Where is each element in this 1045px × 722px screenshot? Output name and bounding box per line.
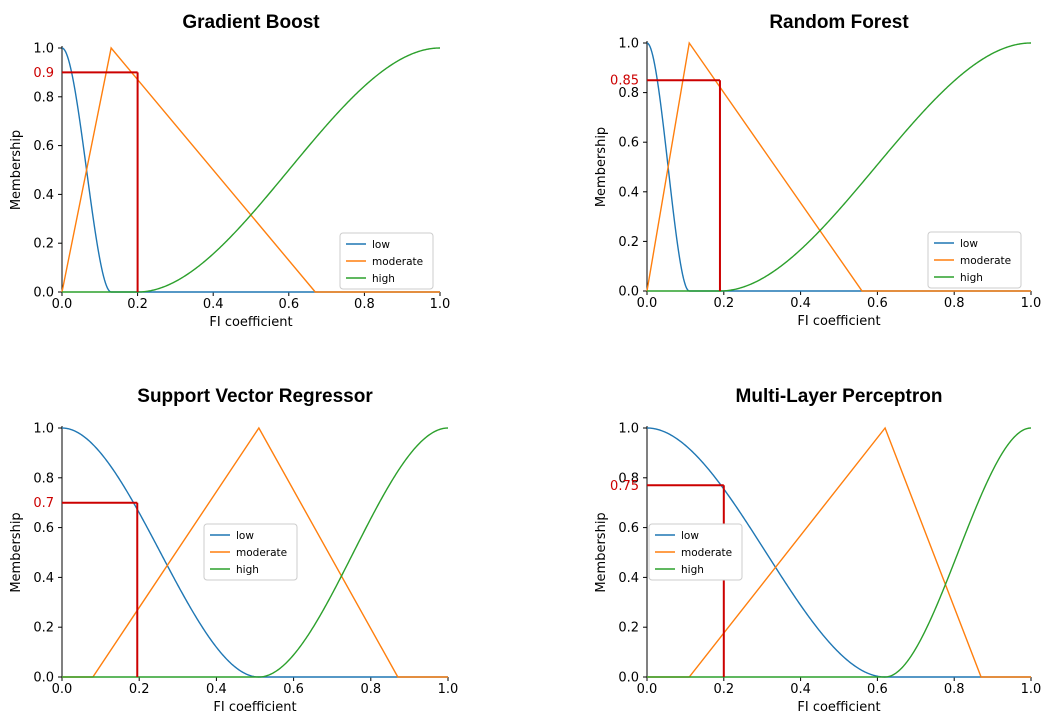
x-tick-label: 0.4 bbox=[203, 297, 224, 312]
y-tick-label: 0.4 bbox=[618, 185, 639, 200]
series-line-high bbox=[62, 427, 449, 678]
y-tick-label: 0.8 bbox=[618, 86, 639, 101]
legend: low moderate high bbox=[648, 523, 743, 581]
legend-label-high: high bbox=[960, 272, 983, 284]
x-tick-label: 0.4 bbox=[790, 296, 811, 311]
legend-box bbox=[927, 231, 1022, 289]
series-line-high bbox=[647, 42, 1032, 292]
y-tick-label: 0.0 bbox=[33, 671, 54, 686]
x-tick-label: 0.8 bbox=[354, 297, 375, 312]
x-tick-label: 1.0 bbox=[430, 297, 451, 312]
legend: low moderate high bbox=[339, 232, 434, 290]
chart-title: Support Vector Regressor bbox=[137, 386, 373, 407]
x-tick-label: 0.6 bbox=[867, 296, 888, 311]
y-axis-label: Membership bbox=[9, 130, 24, 210]
x-tick-label: 0.8 bbox=[944, 682, 965, 697]
series-line-high bbox=[647, 427, 1032, 678]
x-axis-label: FI coefficient bbox=[209, 315, 292, 330]
legend: low moderate high bbox=[203, 523, 298, 581]
marker-value-label: 0.85 bbox=[610, 74, 639, 89]
legend-box bbox=[339, 232, 434, 290]
chart-random-forest: Random Forest 0.0 0.2 0.4 0.6 0.8 1.0 0.0 0.2 0.4… bbox=[594, 12, 1042, 329]
chart-support-vector-regressor: Support Vector Regressor 0.0 0.2 0.4 0.6 0.8 1… bbox=[9, 386, 459, 715]
x-axis-label: FI coefficient bbox=[797, 314, 880, 329]
legend-box bbox=[648, 523, 743, 581]
legend-label-moderate: moderate bbox=[372, 256, 423, 268]
legend-label-moderate: moderate bbox=[960, 255, 1011, 267]
legend-label-moderate: moderate bbox=[681, 547, 732, 559]
y-tick-label: 0.8 bbox=[618, 471, 639, 486]
y-tick-label: 0.4 bbox=[33, 188, 54, 203]
x-tick-label: 0.4 bbox=[206, 682, 227, 697]
y-tick-label: 0.2 bbox=[618, 621, 639, 636]
x-tick-label: 0.2 bbox=[713, 682, 734, 697]
y-axis-label: Membership bbox=[9, 512, 24, 592]
legend: low moderate high bbox=[927, 231, 1022, 289]
y-tick-label: 0.4 bbox=[33, 571, 54, 586]
x-tick-label: 0.0 bbox=[52, 297, 73, 312]
marker-value-label: 0.7 bbox=[33, 496, 54, 511]
legend-label-low: low bbox=[236, 530, 254, 542]
series-line-low bbox=[646, 427, 1031, 678]
chart-multi-layer-perceptron: Multi-Layer Perceptron 0.0 0.2 0.4 0.6 0.8 1.0… bbox=[594, 386, 1042, 715]
series-line-moderate bbox=[646, 41, 1031, 292]
legend-label-low: low bbox=[960, 238, 978, 250]
y-tick-label: 0.2 bbox=[33, 237, 54, 252]
x-axis-label: FI coefficient bbox=[797, 700, 880, 715]
legend-label-low: low bbox=[681, 530, 699, 542]
y-tick-label: 0.2 bbox=[33, 621, 54, 636]
marker-value-label: 0.75 bbox=[610, 479, 639, 494]
x-tick-label: 0.0 bbox=[637, 682, 658, 697]
x-tick-label: 0.2 bbox=[713, 296, 734, 311]
marker-value-label: 0.9 bbox=[33, 66, 54, 81]
y-tick-label: 0.6 bbox=[33, 521, 54, 536]
x-tick-label: 0.6 bbox=[867, 682, 888, 697]
y-axis-label: Membership bbox=[594, 127, 609, 207]
y-tick-label: 1.0 bbox=[33, 42, 54, 57]
x-tick-label: 0.8 bbox=[360, 682, 381, 697]
y-tick-label: 1.0 bbox=[618, 422, 639, 437]
x-tick-label: 1.0 bbox=[1021, 682, 1042, 697]
x-tick-label: 1.0 bbox=[1021, 296, 1042, 311]
x-axis-label: FI coefficient bbox=[213, 700, 296, 715]
chart-title: Random Forest bbox=[769, 12, 909, 33]
x-tick-label: 0.6 bbox=[283, 682, 304, 697]
y-tick-label: 0.6 bbox=[33, 139, 54, 154]
legend-label-high: high bbox=[236, 564, 259, 576]
y-tick-label: 0.0 bbox=[618, 285, 639, 300]
y-tick-label: 0.4 bbox=[618, 571, 639, 586]
legend-label-low: low bbox=[372, 239, 390, 251]
y-axis-label: Membership bbox=[594, 512, 609, 592]
y-tick-label: 0.8 bbox=[33, 90, 54, 105]
x-tick-label: 0.8 bbox=[944, 296, 965, 311]
series-line-moderate bbox=[61, 46, 440, 293]
chart-gradient-boost: Gradient Boost 0.0 0.2 0.4 0.6 0.8 1.0 0.0 0.2 0.… bbox=[9, 12, 451, 330]
x-tick-label: 0.2 bbox=[129, 682, 150, 697]
y-tick-label: 0.0 bbox=[33, 286, 54, 301]
x-tick-label: 1.0 bbox=[438, 682, 459, 697]
legend-label-high: high bbox=[372, 273, 395, 285]
legend-label-high: high bbox=[681, 564, 704, 576]
x-tick-label: 0.0 bbox=[637, 296, 658, 311]
y-tick-label: 1.0 bbox=[33, 422, 54, 437]
x-tick-label: 0.6 bbox=[278, 297, 299, 312]
x-tick-label: 0.0 bbox=[52, 682, 73, 697]
chart-title: Gradient Boost bbox=[182, 12, 320, 33]
y-tick-label: 0.0 bbox=[618, 671, 639, 686]
legend-label-moderate: moderate bbox=[236, 547, 287, 559]
y-tick-label: 1.0 bbox=[618, 37, 639, 52]
chart-title: Multi-Layer Perceptron bbox=[736, 386, 943, 407]
y-tick-label: 0.6 bbox=[618, 521, 639, 536]
legend-box bbox=[203, 523, 298, 581]
y-tick-label: 0.8 bbox=[33, 471, 54, 486]
y-tick-label: 0.6 bbox=[618, 136, 639, 151]
series-line-high bbox=[62, 47, 441, 293]
y-tick-label: 0.2 bbox=[618, 235, 639, 250]
x-tick-label: 0.4 bbox=[790, 682, 811, 697]
x-tick-label: 0.2 bbox=[127, 297, 148, 312]
